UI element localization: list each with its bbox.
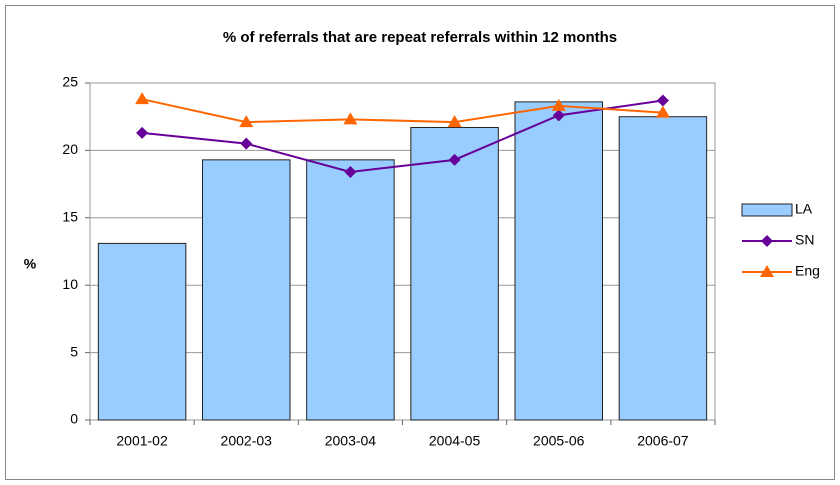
bar: [514, 101, 603, 421]
bar: [202, 159, 291, 421]
x-tick-label: 2006-07: [637, 433, 689, 449]
marker: [655, 105, 670, 118]
marker: [551, 98, 566, 111]
x-tick-label: 2002-03: [221, 433, 273, 449]
marker: [448, 153, 461, 166]
marker: [343, 112, 358, 125]
marker: [239, 115, 254, 128]
marker: [656, 94, 669, 107]
y-tick-label: 15: [62, 209, 78, 225]
bar: [618, 116, 708, 421]
bar: [410, 126, 499, 421]
x-tick-label: 2005-06: [533, 433, 585, 449]
x-tick-label: 2004-05: [429, 433, 481, 449]
y-tick-label: 0: [70, 411, 78, 427]
marker: [136, 126, 149, 139]
legend-marker: [761, 235, 773, 247]
legend-label: SN: [795, 232, 814, 248]
marker: [240, 137, 253, 150]
line: [141, 99, 664, 173]
legend-marker: [760, 265, 774, 277]
y-tick-label: 5: [70, 343, 78, 359]
x-tick-label: 2001-02: [116, 433, 168, 449]
chart-title: % of referrals that are repeat referrals…: [223, 29, 617, 46]
marker: [344, 165, 357, 178]
legend-swatch: [741, 203, 793, 217]
marker: [447, 115, 462, 128]
marker: [552, 109, 565, 122]
y-tick-label: 25: [62, 74, 78, 90]
bar: [306, 159, 395, 421]
marker: [135, 92, 150, 105]
y-axis-title: %: [24, 256, 37, 272]
bar: [97, 242, 187, 421]
x-tick-label: 2003-04: [325, 433, 377, 449]
legend-label: Eng: [795, 263, 820, 279]
legend-label: LA: [795, 201, 813, 217]
line: [141, 98, 663, 124]
y-tick-label: 20: [62, 141, 78, 157]
y-tick-label: 10: [62, 276, 78, 292]
